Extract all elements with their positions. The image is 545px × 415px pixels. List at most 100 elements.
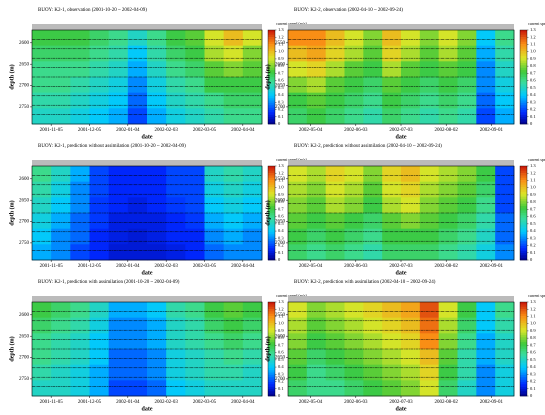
heatmap-cell	[419, 302, 440, 319]
heatmap-cell	[476, 77, 496, 94]
heatmap-cell	[419, 349, 440, 366]
colorbar-segment	[268, 109, 275, 113]
colorbar-tick-label: 1.2	[278, 34, 284, 39]
heatmap-cell	[204, 317, 225, 334]
heatmap-cell	[344, 349, 364, 366]
colorbar-segment	[268, 114, 275, 118]
y-tick-label: 2700	[275, 241, 286, 246]
heatmap-cell	[89, 349, 110, 366]
heatmap-cell	[166, 108, 186, 125]
colorbar-segment	[520, 323, 527, 326]
colorbar-segment	[520, 205, 527, 209]
colorbar-segment	[268, 349, 275, 352]
colorbar-segment	[268, 166, 275, 169]
heatmap-cell	[204, 108, 225, 125]
heatmap-cell	[32, 30, 52, 47]
colorbar-segment	[520, 98, 527, 101]
colorbar-segment	[520, 339, 527, 343]
colorbar-segment	[268, 311, 275, 315]
colorbar-segment	[268, 194, 275, 197]
colorbar-tick-label: 0.6	[530, 78, 536, 83]
colorbar-tick-label: 1.3	[530, 163, 536, 168]
colorbar-segment	[520, 248, 527, 251]
heatmap-cell	[70, 380, 90, 397]
heatmap-cell	[147, 349, 167, 366]
heatmap	[32, 30, 263, 125]
heatmap-cell	[242, 317, 263, 334]
heatmap-cell	[438, 77, 458, 94]
colorbar-segment	[520, 334, 527, 338]
colorbar-segment	[268, 255, 275, 258]
heatmap-cell	[166, 77, 186, 94]
heatmap-cell	[166, 45, 186, 62]
colorbar-segment	[520, 224, 527, 228]
heatmap-cell	[89, 228, 110, 245]
heatmap-cell	[438, 349, 458, 366]
colorbar-segment	[268, 81, 275, 85]
colorbar-segment	[520, 374, 527, 378]
x-axis-label: date	[142, 134, 153, 140]
colorbar-segment	[268, 30, 275, 33]
heatmap-cell	[325, 108, 345, 125]
heatmap-cell	[32, 92, 52, 109]
colorbar-segment	[520, 203, 527, 207]
heatmap-cell	[89, 213, 110, 230]
heatmap-cell	[476, 333, 496, 350]
heatmap-cell	[89, 380, 110, 397]
heatmap-cell	[306, 92, 327, 109]
colorbar-segment	[520, 198, 527, 202]
heatmap-cell	[476, 45, 496, 62]
colorbar-segment	[520, 168, 527, 171]
colorbar-segment	[520, 245, 527, 249]
heatmap-cell	[185, 108, 205, 125]
heatmap-cell	[344, 61, 364, 78]
heatmap-cell	[476, 228, 496, 245]
colorbar-tick-label: 1.0	[278, 321, 284, 326]
heatmap-cell	[363, 181, 383, 198]
heatmap-cell	[363, 30, 383, 47]
heatmap-cell	[363, 197, 383, 214]
colorbar-tick-label: 0.2	[278, 379, 284, 384]
heatmap-cell	[147, 302, 167, 319]
heatmap-cell	[382, 30, 402, 47]
heatmap-cell	[495, 92, 515, 109]
colorbar-segment	[268, 91, 275, 94]
heatmap-cell	[147, 317, 167, 334]
colorbar-segment	[268, 46, 275, 50]
heatmap-cell	[382, 213, 402, 230]
heatmap-cell	[438, 333, 458, 350]
heatmap-cell	[476, 302, 496, 319]
colorbar-tick-label: 0.3	[530, 371, 536, 376]
colorbar-segment	[268, 393, 275, 397]
colorbar-segment	[268, 182, 275, 186]
heatmap-cell	[306, 302, 327, 319]
heatmap-cell	[51, 45, 71, 62]
colorbar-tick-label: 1.1	[530, 41, 536, 46]
heatmap-cell	[89, 302, 110, 319]
colorbar-segment	[520, 337, 527, 340]
heatmap-cell	[242, 197, 263, 214]
heatmap-cell	[457, 92, 477, 109]
colorbar-tick-label: 0.6	[278, 350, 284, 355]
heatmap-cell	[166, 166, 186, 183]
colorbar-segment	[520, 370, 527, 373]
x-tick-label: 2002-05-04	[299, 400, 323, 405]
colorbar-segment	[520, 194, 527, 197]
x-tick-label: 2002-03-05	[193, 400, 217, 405]
heatmap-cell	[223, 228, 244, 245]
x-tick-label: 2002-07-03	[389, 264, 413, 269]
colorbar-segment	[520, 243, 527, 247]
colorbar-tick-label: 0.5	[530, 221, 536, 226]
heatmap-cell	[401, 108, 421, 125]
colorbar-segment	[520, 351, 527, 354]
heatmap-cell	[288, 302, 308, 319]
surface-band	[32, 24, 262, 30]
colorbar-segment	[520, 191, 527, 195]
colorbar-tick-label: 1.0	[530, 49, 536, 54]
colorbar-segment	[520, 220, 527, 223]
heatmap-cell	[438, 92, 458, 109]
colorbar-segment	[268, 238, 275, 242]
heatmap-cell	[51, 213, 71, 230]
colorbar-tick-label: 0.1	[278, 250, 284, 255]
colorbar-tick-label: 0.1	[530, 386, 536, 391]
